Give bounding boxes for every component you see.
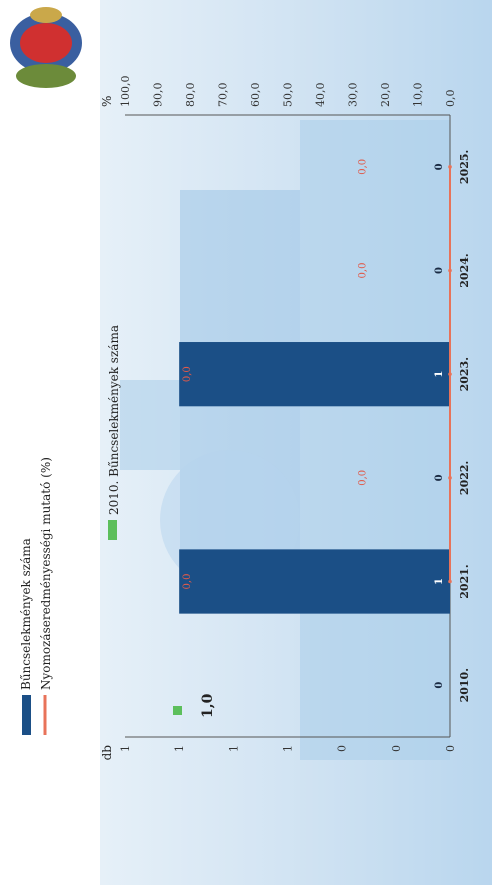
legend-label-reference: 2010. Bűncselekmények száma xyxy=(107,325,121,515)
line-point xyxy=(448,372,452,376)
bar xyxy=(179,549,451,614)
reference-value-label: 1,0 xyxy=(200,693,216,718)
category-label: 2010. xyxy=(458,668,471,702)
left-axis-tick-label: 0 xyxy=(390,745,403,752)
line-series: 0,0 0,0 0,0 0,0 0,0 xyxy=(182,159,452,590)
line-data-label: 0,0 xyxy=(358,470,369,486)
right-axis-tick-label: 80,0 xyxy=(184,83,197,108)
left-axis-tick-label: 1 xyxy=(282,745,295,752)
line-data-label: 0,0 xyxy=(182,366,193,382)
line-point xyxy=(448,579,452,584)
reference-marker-square xyxy=(173,706,182,715)
left-axis-unit: db xyxy=(100,745,114,761)
left-axis-tick-label: 0 xyxy=(336,745,349,752)
right-axis-tick-label: 90,0 xyxy=(152,83,165,108)
category-labels: 2010. 2021. 2022. 2023. 2024. 2025. xyxy=(458,150,471,703)
right-axis-tick-label: 30,0 xyxy=(347,83,360,108)
bar-data-label: 0 xyxy=(434,474,445,481)
left-axis-tick-label: 1 xyxy=(119,745,132,752)
legend-swatch-reference xyxy=(108,520,117,540)
category-label: 2025. xyxy=(458,150,471,184)
bar-data-label: 0 xyxy=(434,163,445,170)
line-data-label: 0,0 xyxy=(182,574,193,590)
category-label: 2022. xyxy=(458,461,471,495)
right-axis-tick-label: 50,0 xyxy=(282,83,295,108)
bar-series: 0 1 0 1 0 0 xyxy=(179,163,451,689)
right-axis-tick-label: 100,0 xyxy=(119,76,132,108)
right-axis-tick-label: 40,0 xyxy=(314,83,327,108)
right-axis-tick-label: 60,0 xyxy=(249,83,262,108)
line-point xyxy=(448,268,452,273)
bar-data-label: 0 xyxy=(434,682,445,689)
legend-label-bars: Bűncselekmények száma xyxy=(19,538,33,690)
category-label: 2023. xyxy=(458,357,471,391)
right-axis-tick-label: 0,0 xyxy=(444,90,457,108)
bar-data-label: 1 xyxy=(434,578,445,585)
right-axis-tick-label: 10,0 xyxy=(412,83,425,108)
line-data-label: 0,0 xyxy=(358,263,369,279)
crest-logo xyxy=(10,7,82,88)
left-axis-tick-label: 1 xyxy=(173,745,186,752)
line-data-label: 0,0 xyxy=(358,159,369,175)
bar xyxy=(179,342,451,407)
line-point xyxy=(448,165,452,169)
category-label: 2021. xyxy=(458,564,471,598)
reference-marker: 1,0 xyxy=(173,693,216,718)
right-axis-unit: % xyxy=(100,96,114,107)
legend-label-line: Nyomozáseredményességi mutató (%) xyxy=(39,457,53,690)
legend-swatch-bars xyxy=(22,695,31,735)
bar-data-label: 0 xyxy=(434,267,445,274)
background-photo xyxy=(100,0,492,885)
right-axis-tick-label: 20,0 xyxy=(379,83,392,108)
line-point xyxy=(448,476,452,480)
left-axis-tick-label: 0 xyxy=(444,745,457,752)
bar-data-label: 1 xyxy=(434,371,445,378)
right-axis: 0,0 10,0 20,0 30,0 40,0 50,0 60,0 70,0 80,0 90,0 1… xyxy=(100,76,457,116)
category-label: 2024. xyxy=(458,253,471,287)
legend: Bűncselekmények száma Nyomozáseredményess… xyxy=(19,325,121,735)
right-axis-tick-label: 70,0 xyxy=(217,83,230,108)
left-axis-tick-label: 1 xyxy=(227,745,240,752)
